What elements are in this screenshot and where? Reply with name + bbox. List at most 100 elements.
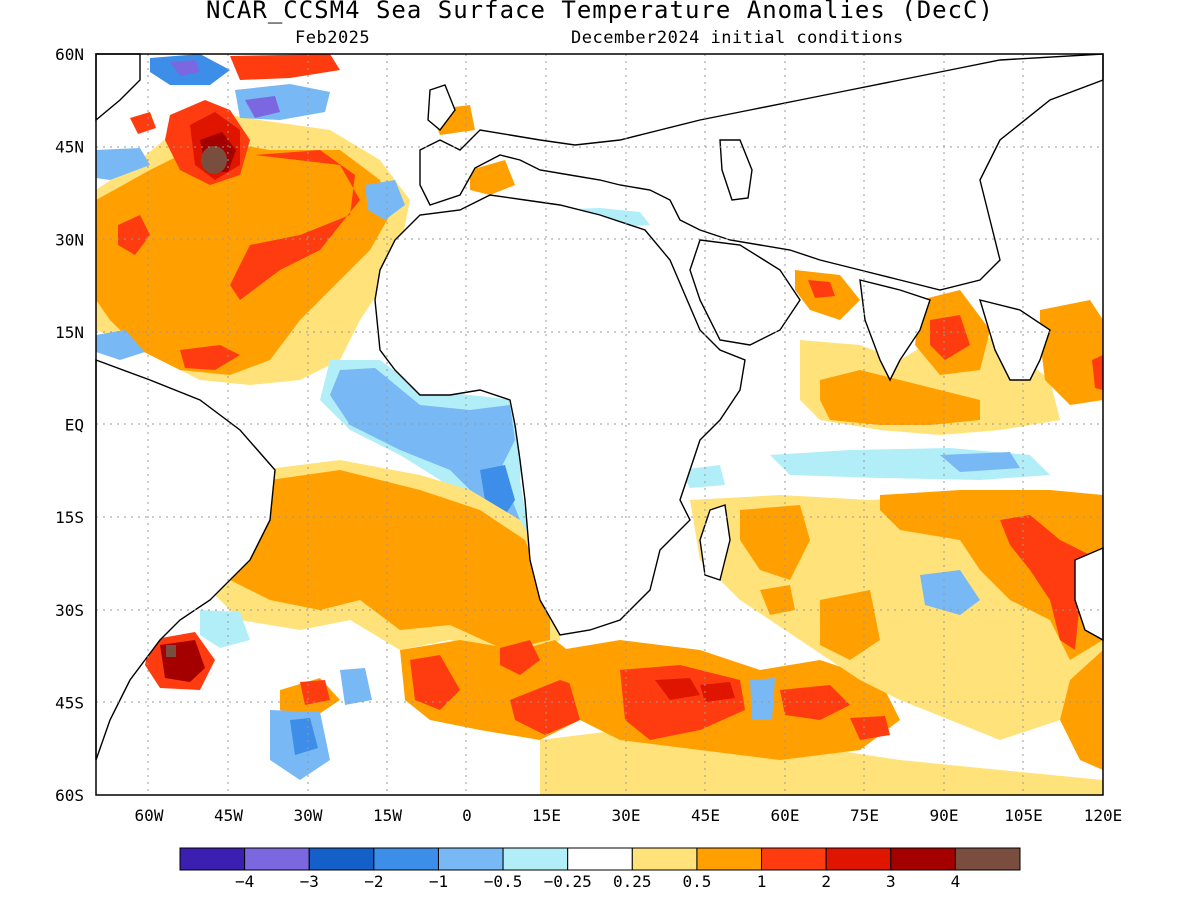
- south-america-landmass: [95, 358, 276, 761]
- anomaly-region: [180, 345, 240, 370]
- anomaly-region: [170, 60, 200, 76]
- anomaly-region: [740, 505, 810, 580]
- anomaly-region: [780, 685, 850, 720]
- anomaly-region: [230, 470, 550, 650]
- anomaly-region: [96, 148, 150, 180]
- graticule: [96, 54, 1103, 795]
- anomaly-region: [1040, 300, 1103, 405]
- australia-landmass: [1074, 546, 1104, 642]
- africa-landmass: [374, 194, 746, 636]
- anomaly-region: [920, 570, 980, 615]
- lat-tick-label: 60N: [55, 45, 84, 64]
- anomaly-region: [808, 280, 835, 298]
- anomaly-region: [96, 140, 390, 375]
- lon-tick-label: 60W: [135, 806, 164, 825]
- colorbar-tick-label: −4: [235, 872, 254, 891]
- colorbar-tick-label: −0.25: [544, 872, 592, 891]
- lat-tick-label: 60S: [55, 786, 84, 805]
- colorbar-tick-label: 1: [757, 872, 767, 891]
- lon-tick-label: 45W: [214, 806, 243, 825]
- initial-conditions: December2024 initial conditions: [571, 28, 904, 48]
- anomaly-region: [330, 368, 520, 530]
- longitude-labels: 60W 45W 30W 15W 0 15E 30E 45E 60E 75E 90E 105E 120E: [135, 806, 1123, 825]
- lat-tick-label: 45N: [55, 138, 84, 157]
- colorbar-tick-label: 4: [951, 872, 961, 891]
- anomaly-region: [680, 465, 725, 488]
- lon-tick-label: 30W: [294, 806, 323, 825]
- colorbar-swatch: [179, 847, 246, 871]
- lat-tick-label: 45S: [55, 693, 84, 712]
- anomaly-region: [290, 718, 318, 755]
- colorbar-swatch: [696, 847, 763, 871]
- anomaly-field: [96, 54, 1103, 795]
- colorbar-tick-label: 3: [886, 872, 896, 891]
- se-asia-landmass: [978, 299, 1051, 381]
- europe-landmass: [419, 53, 1104, 291]
- anomaly-region: [410, 655, 460, 710]
- lon-tick-label: 75E: [850, 806, 879, 825]
- arabia-landmass: [689, 239, 801, 346]
- colorbar-tick-label: −3: [300, 872, 319, 891]
- colorbar-tick-label: 0.5: [682, 872, 711, 891]
- anomaly-region: [245, 96, 280, 118]
- lon-tick-label: 90E: [930, 806, 959, 825]
- india-landmass: [859, 279, 931, 382]
- anomaly-region: [510, 680, 590, 735]
- lat-tick-label: 15S: [55, 508, 84, 527]
- anomaly-region: [850, 716, 890, 740]
- colorbar-swatch: [308, 847, 375, 871]
- anomaly-region: [130, 112, 156, 134]
- colorbar-tick-label: −1: [429, 872, 448, 891]
- lon-tick-label: 0: [462, 806, 472, 825]
- anomaly-region: [500, 640, 540, 675]
- anomaly-region: [365, 180, 405, 220]
- colorbar-swatch: [890, 847, 956, 871]
- britain-outline: [427, 84, 456, 132]
- colorbar-swatch: [244, 847, 310, 871]
- colorbar-swatch: [954, 847, 1021, 871]
- anomaly-region: [200, 610, 250, 648]
- colorbar-swatch: [761, 847, 827, 871]
- anomaly-region: [820, 590, 880, 660]
- lon-tick-label: 120E: [1084, 806, 1123, 825]
- anomaly-region: [166, 645, 176, 657]
- anomaly-region: [470, 160, 515, 195]
- anomaly-region: [118, 215, 150, 255]
- anomaly-region: [1092, 355, 1103, 390]
- forecast-month: Feb2025: [295, 28, 371, 48]
- lon-tick-label: 60E: [771, 806, 800, 825]
- north-america-landmass: [95, 53, 141, 122]
- colorbar-tick-label: 2: [821, 872, 831, 891]
- colorbar: [179, 847, 1021, 871]
- anomaly-region: [1000, 515, 1090, 650]
- anomaly-region: [230, 150, 360, 300]
- anomaly-region: [700, 682, 735, 702]
- lat-tick-label: 30N: [55, 230, 84, 249]
- colorbar-tick-label: −2: [364, 872, 383, 891]
- coastlines: [95, 53, 1104, 761]
- lon-tick-label: 15E: [532, 806, 561, 825]
- map-title: NCAR_CCSM4 Sea Surface Temperature Anoma…: [206, 0, 994, 24]
- anomaly-region: [820, 370, 980, 425]
- caspian-outline: [719, 139, 753, 201]
- anomaly-region: [940, 452, 1020, 472]
- anomaly-region: [930, 315, 970, 360]
- lon-tick-label: 15W: [373, 806, 402, 825]
- colorbar-swatch: [373, 847, 439, 871]
- anomaly-region: [230, 54, 340, 80]
- colorbar-swatch: [567, 847, 633, 871]
- lon-tick-label: 105E: [1004, 806, 1043, 825]
- latitude-labels: 60N 45N 30N 15N EQ 15S 30S 45S 60S: [55, 45, 84, 805]
- colorbar-tick-label: 0.25: [613, 872, 652, 891]
- lon-tick-label: 30E: [612, 806, 641, 825]
- anomaly-region: [750, 678, 775, 720]
- colorbar-swatch: [631, 847, 698, 871]
- colorbar-swatch: [825, 847, 892, 871]
- anomaly-region: [201, 146, 227, 174]
- lat-tick-label: 15N: [55, 323, 84, 342]
- anomaly-region: [760, 585, 795, 615]
- anomaly-region: [96, 330, 145, 360]
- anomaly-region: [655, 678, 700, 700]
- colorbar-labels: −4 −3 −2 −1 −0.5 −0.25 0.25 0.5 1 2 3 4: [235, 872, 960, 891]
